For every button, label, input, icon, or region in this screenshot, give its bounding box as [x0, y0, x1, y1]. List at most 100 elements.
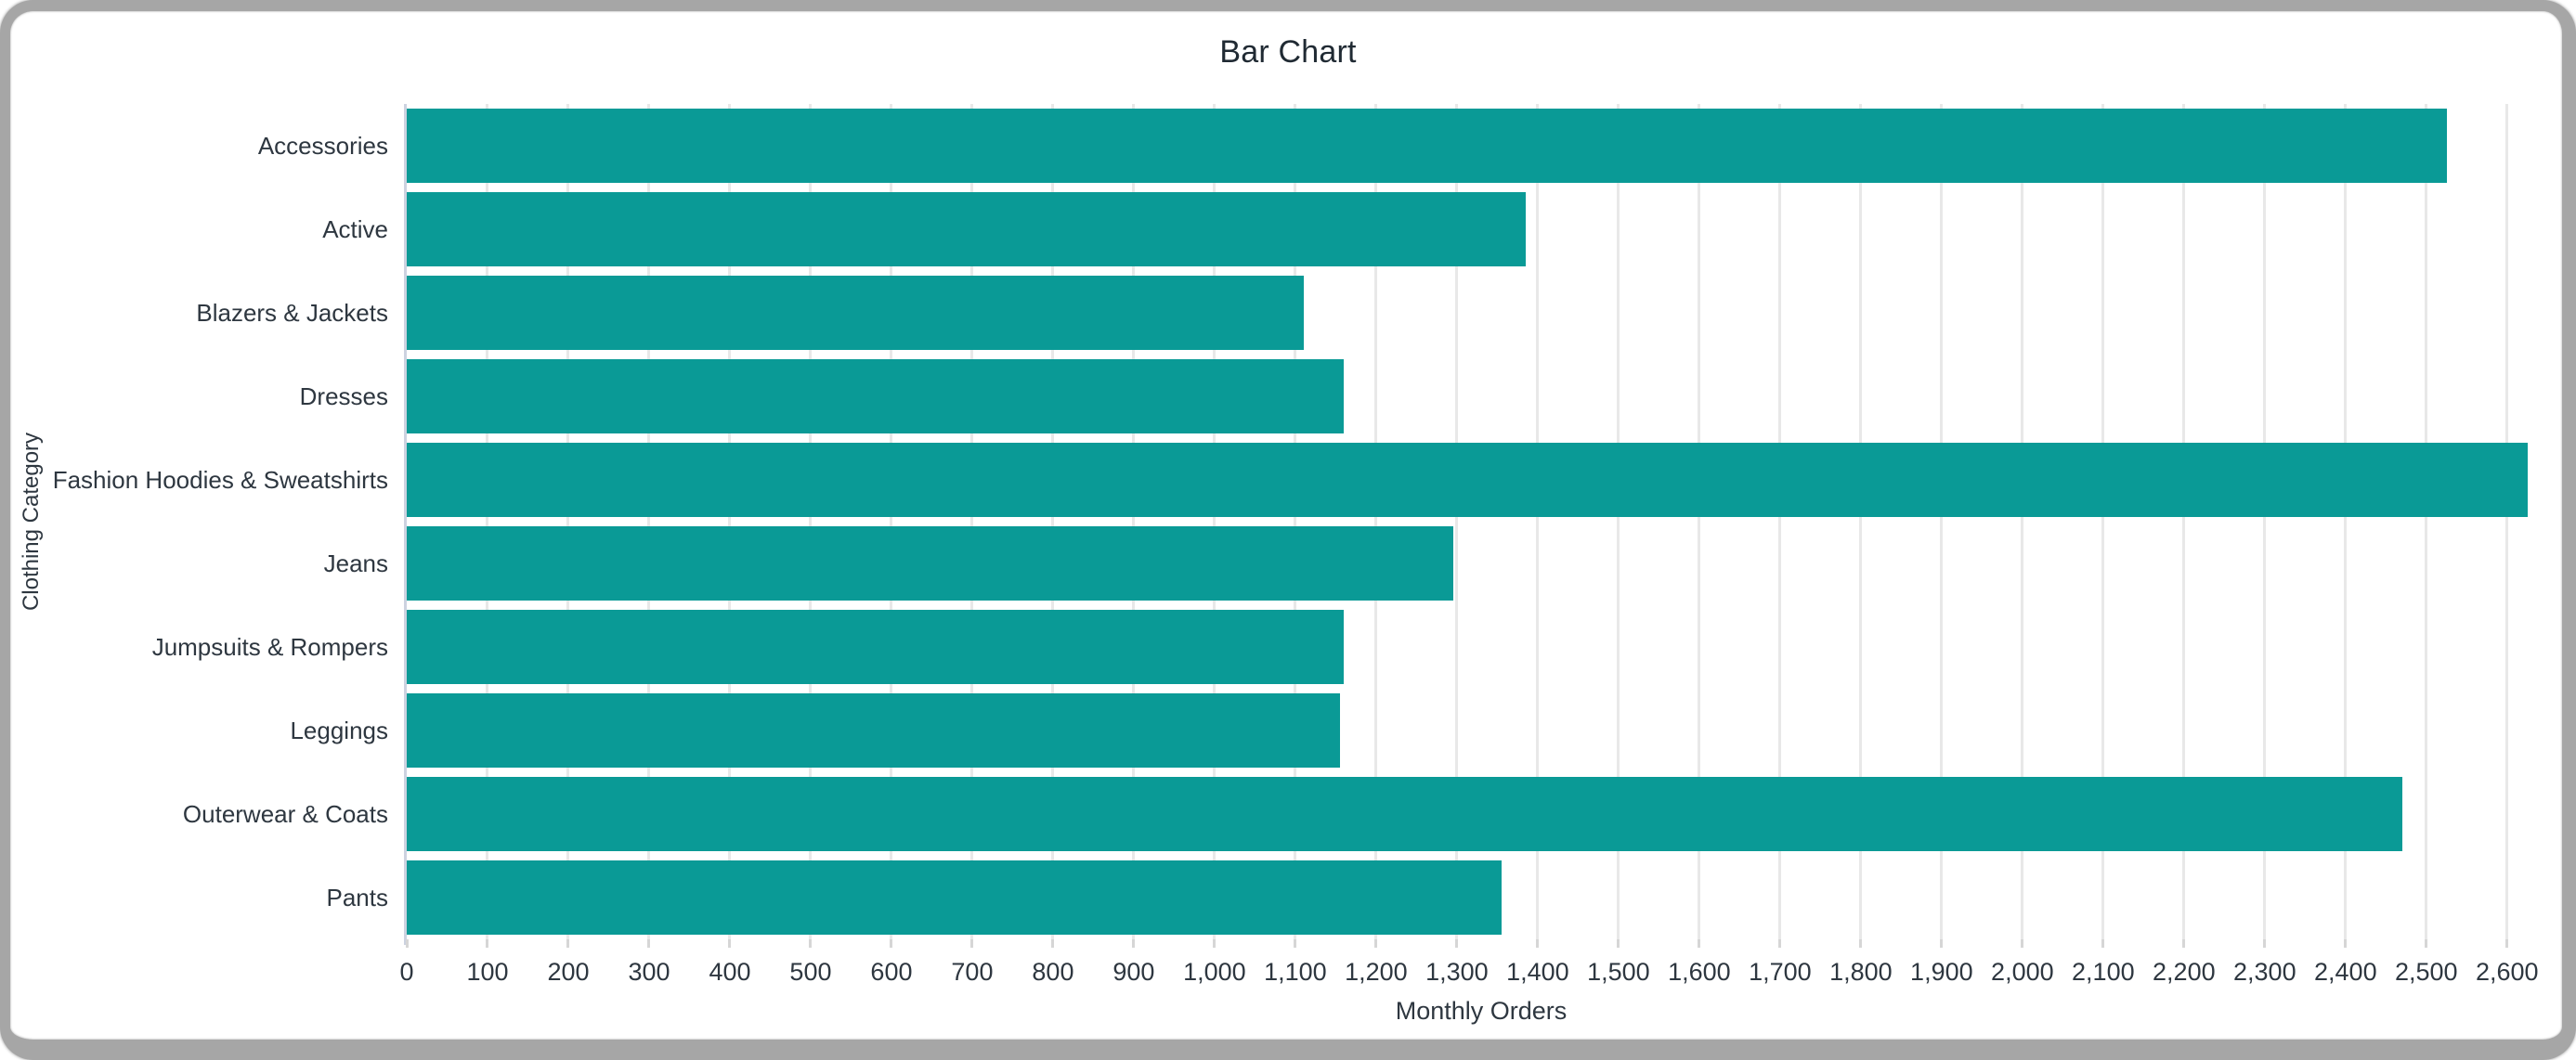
x-tick-mark: [1778, 939, 1782, 948]
x-tick-label: 2,000: [1991, 958, 2054, 986]
gridline: [1132, 104, 1136, 939]
x-tick-mark: [2263, 939, 2267, 948]
category-row: Leggings: [0, 689, 388, 772]
x-tick-label: 1,600: [1668, 958, 1731, 986]
x-tick-label: 900: [1112, 958, 1155, 986]
x-tick-mark: [890, 939, 893, 948]
x-tick-label: 2,200: [2153, 958, 2216, 986]
gridline: [1617, 104, 1620, 939]
gridline: [1859, 104, 1863, 939]
gridline: [2505, 104, 2509, 939]
x-tick-mark: [1213, 939, 1216, 948]
x-tick-mark: [1051, 939, 1055, 948]
category-row: Jeans: [0, 522, 388, 605]
bar[interactable]: [407, 109, 2447, 183]
bar[interactable]: [407, 192, 1526, 266]
x-tick-mark: [647, 939, 651, 948]
bar[interactable]: [407, 359, 1345, 433]
x-tick-label: 2,100: [2072, 958, 2135, 986]
category-label: Accessories: [257, 131, 388, 160]
x-tick-mark: [970, 939, 974, 948]
bar[interactable]: [407, 443, 2528, 517]
category-row: Fashion Hoodies & Sweatshirts: [0, 438, 388, 522]
bar-row: [407, 355, 2556, 438]
x-tick-label: 2,400: [2314, 958, 2377, 986]
x-tick-label: 2,500: [2395, 958, 2458, 986]
category-label: Active: [322, 214, 388, 243]
x-tick-mark: [486, 939, 489, 948]
bar[interactable]: [407, 777, 2402, 851]
category-label: Jumpsuits & Rompers: [151, 632, 388, 661]
category-label: Dresses: [299, 381, 388, 410]
category-label: Blazers & Jackets: [196, 298, 388, 327]
gridline: [809, 104, 813, 939]
gridline: [1778, 104, 1782, 939]
bars-container: [407, 104, 2556, 939]
category-row: Accessories: [0, 104, 388, 187]
x-tick-mark: [2021, 939, 2024, 948]
x-tick-label: 1,400: [1506, 958, 1569, 986]
category-label: Leggings: [290, 716, 388, 744]
x-tick-label: 0: [399, 958, 414, 986]
x-axis-title: Monthly Orders: [1395, 997, 1568, 1025]
x-tick-label: 200: [547, 958, 590, 986]
x-tick-label: 1,300: [1425, 958, 1489, 986]
x-tick-label: 1,500: [1587, 958, 1650, 986]
bar-row: [407, 605, 2556, 689]
bar[interactable]: [407, 276, 1304, 350]
bar-row: [407, 104, 2556, 187]
x-tick-mark: [2101, 939, 2105, 948]
x-tick-mark: [1294, 939, 1297, 948]
x-tick-label: 400: [709, 958, 751, 986]
gridline: [2182, 104, 2186, 939]
x-tick-label: 1,200: [1345, 958, 1408, 986]
x-tick-label: 600: [870, 958, 913, 986]
gridline: [2344, 104, 2348, 939]
gridline: [647, 104, 651, 939]
gridline: [1213, 104, 1216, 939]
bar[interactable]: [407, 526, 1453, 601]
x-tick-label: 1,800: [1829, 958, 1893, 986]
bar[interactable]: [407, 693, 1340, 768]
gridline: [728, 104, 732, 939]
x-tick-label: 300: [628, 958, 670, 986]
x-tick-label: 2,600: [2476, 958, 2539, 986]
category-row: Dresses: [0, 355, 388, 438]
x-tick-mark: [2344, 939, 2348, 948]
gridline: [566, 104, 570, 939]
bar-row: [407, 271, 2556, 355]
bar-row: [407, 438, 2556, 522]
category-row: Active: [0, 187, 388, 271]
x-tick-mark: [2425, 939, 2428, 948]
bar-row: [407, 187, 2556, 271]
x-tick-mark: [2505, 939, 2509, 948]
x-tick-mark: [1536, 939, 1540, 948]
x-tick-mark: [1617, 939, 1620, 948]
gridline: [1051, 104, 1055, 939]
x-tick-mark: [728, 939, 732, 948]
y-axis-labels: Accessories Active Blazers & Jackets Dresse…: [0, 104, 388, 939]
gridline: [1374, 104, 1378, 939]
gridline: [2101, 104, 2105, 939]
category-label: Outerwear & Coats: [182, 799, 388, 828]
x-tick-label: 800: [1032, 958, 1074, 986]
bar[interactable]: [407, 860, 1502, 935]
gridline: [2263, 104, 2267, 939]
bar[interactable]: [407, 610, 1345, 684]
gridline: [1294, 104, 1297, 939]
x-tick-label: 1,000: [1183, 958, 1246, 986]
plot-area: [404, 104, 2556, 945]
x-axis: 0 100 200 300 400 500 600 700 800 900 1,000 1,100 1,…: [399, 939, 2556, 995]
gridline: [2425, 104, 2428, 939]
x-tick-mark: [1698, 939, 1701, 948]
x-tick-mark: [1859, 939, 1863, 948]
category-label: Jeans: [323, 549, 388, 577]
x-tick-mark: [566, 939, 570, 948]
x-tick-label: 1,100: [1264, 958, 1327, 986]
bar-row: [407, 689, 2556, 772]
x-tick-label: 500: [789, 958, 832, 986]
gridline: [1536, 104, 1540, 939]
bar-row: [407, 772, 2556, 856]
x-tick-label: 2,300: [2233, 958, 2296, 986]
